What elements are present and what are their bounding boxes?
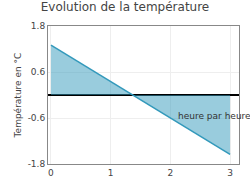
svg-text:-1.8: -1.8 xyxy=(28,159,46,169)
svg-text:1: 1 xyxy=(108,168,114,178)
svg-text:1.8: 1.8 xyxy=(31,21,46,31)
svg-text:0: 0 xyxy=(48,168,54,178)
svg-text:0.6: 0.6 xyxy=(31,67,46,77)
svg-text:Evolution de la température: Evolution de la température xyxy=(41,0,210,14)
svg-text:2: 2 xyxy=(167,168,173,178)
svg-text:-0.6: -0.6 xyxy=(28,113,46,123)
svg-text:Température en °C: Température en °C xyxy=(13,53,23,139)
svg-text:3: 3 xyxy=(227,168,233,178)
svg-text:heure par heure: heure par heure xyxy=(178,111,250,121)
